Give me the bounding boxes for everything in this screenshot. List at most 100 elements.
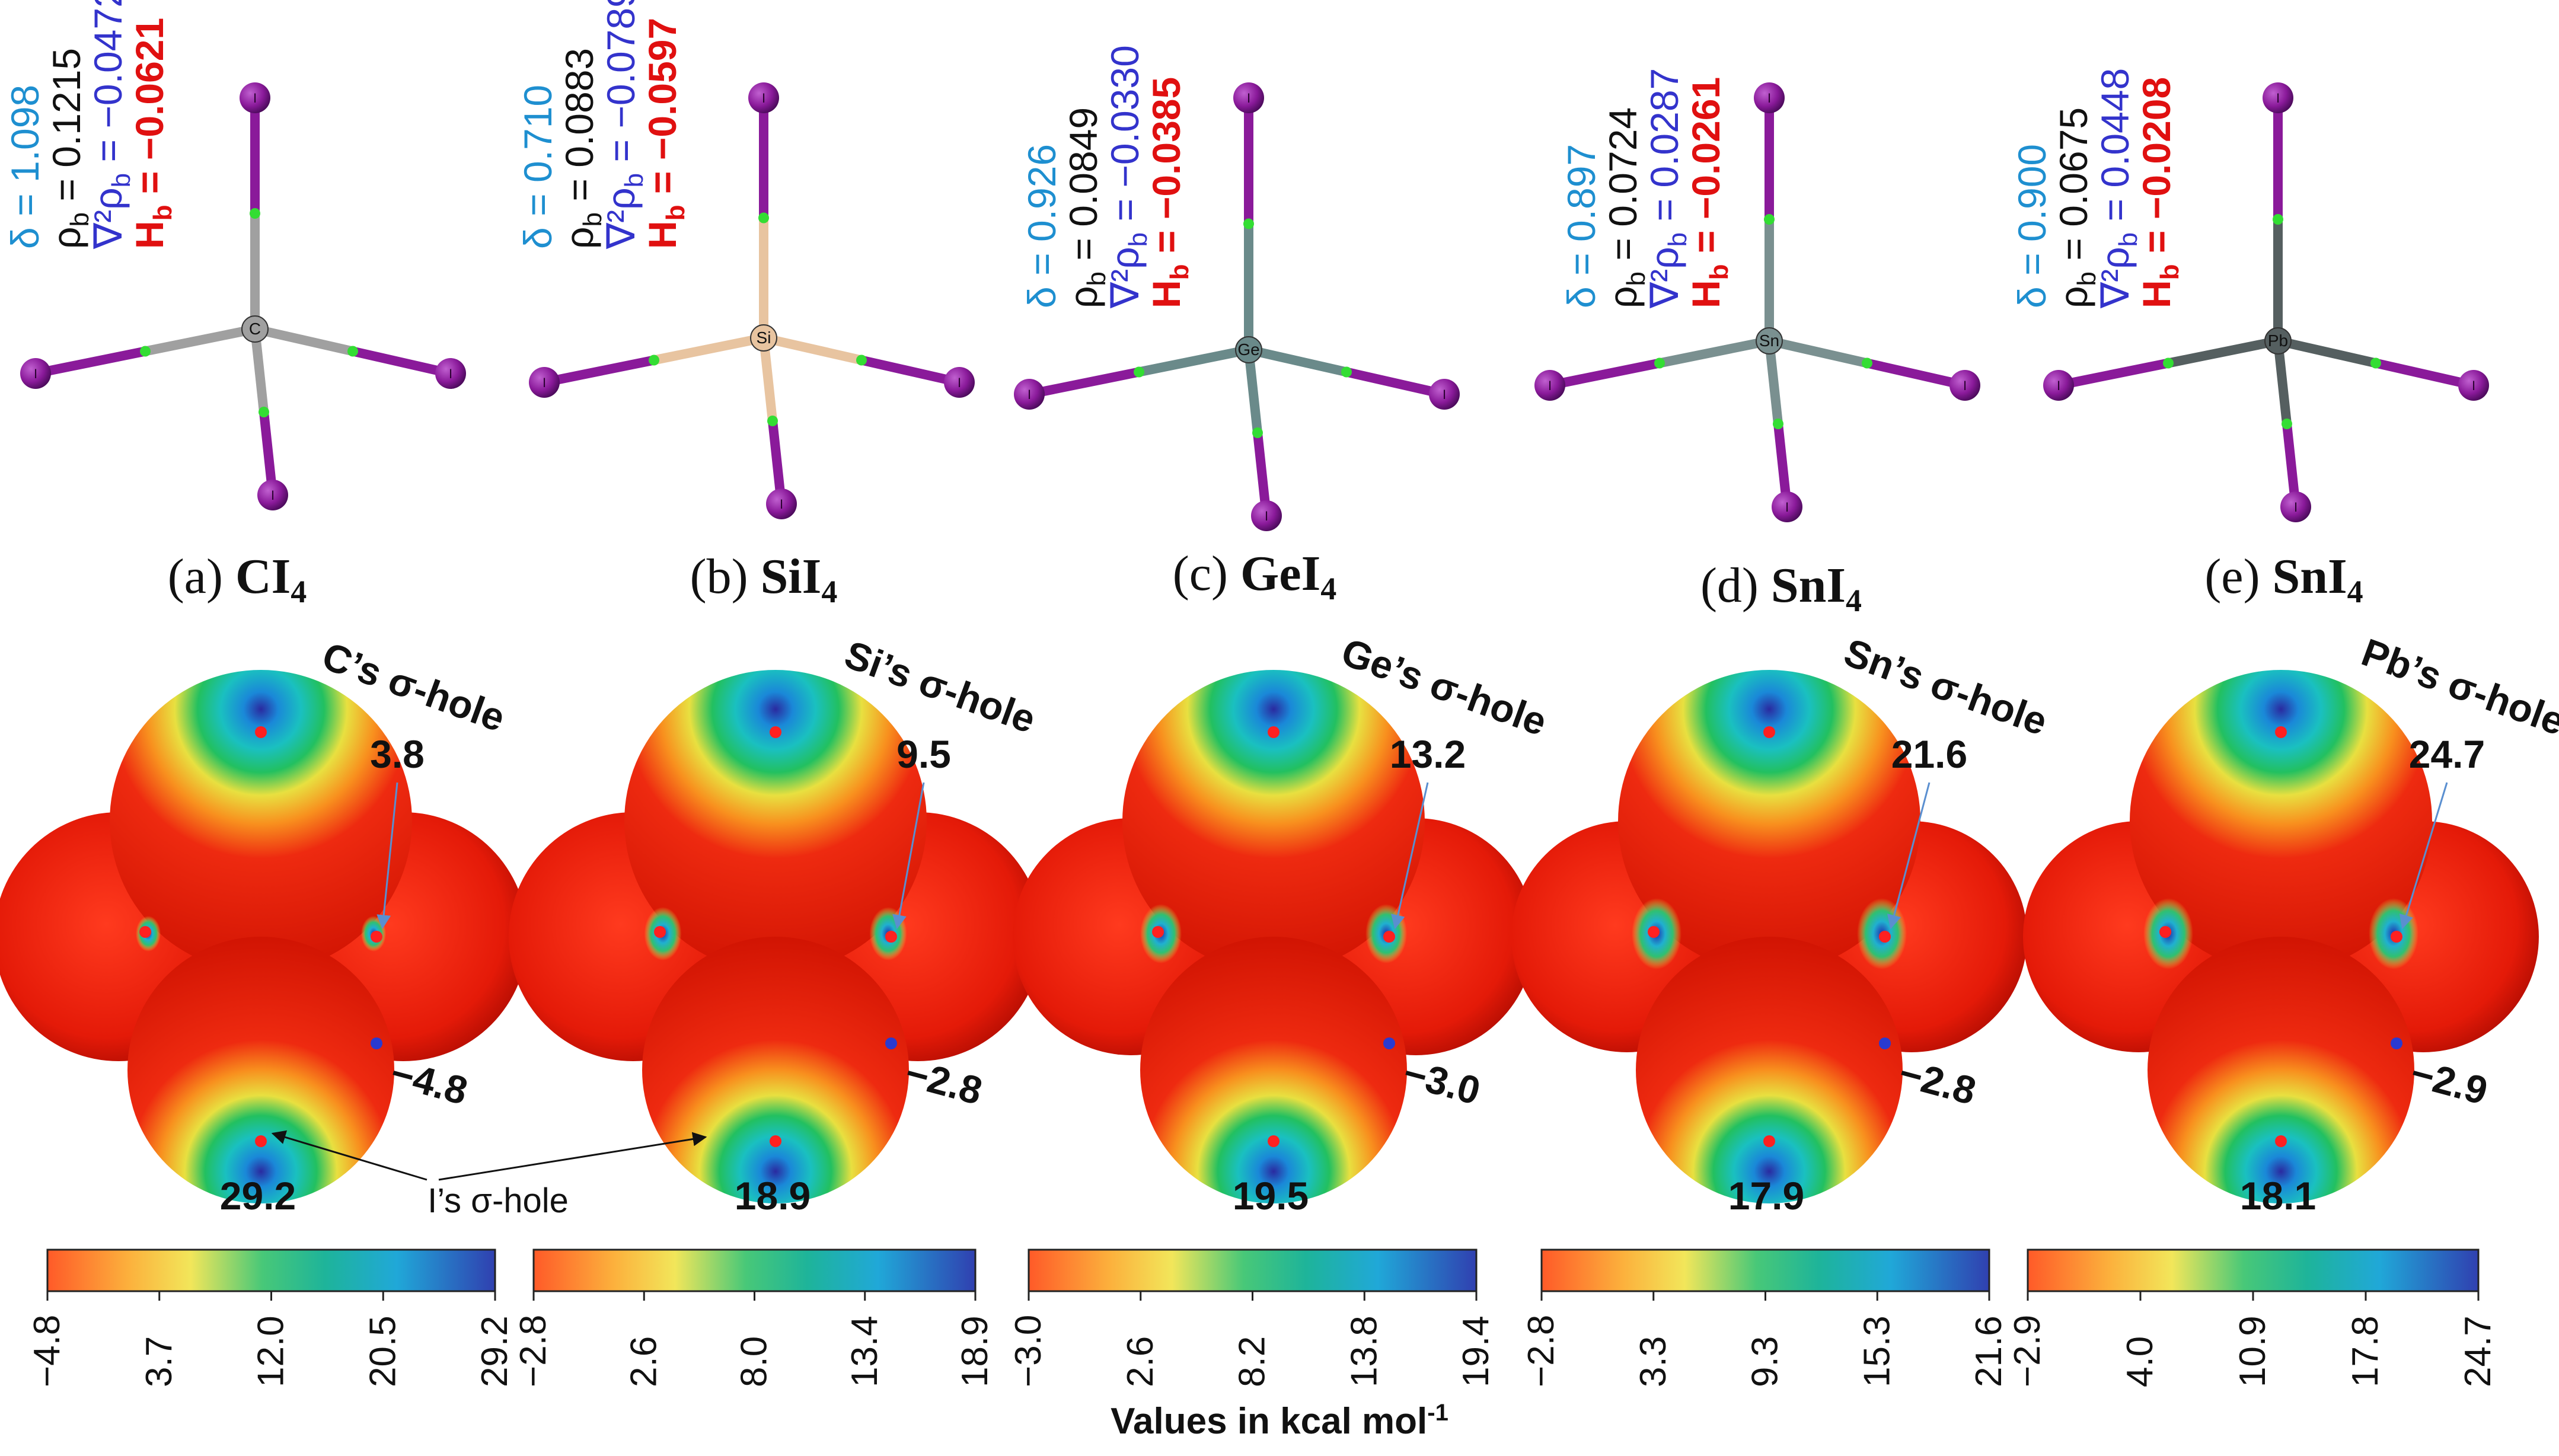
iodine-atom-label: I	[1785, 500, 1789, 515]
iodine-atom-label: I	[2472, 378, 2475, 393]
bond-critical-point	[2273, 214, 2283, 225]
bond-center-half	[1765, 336, 1872, 368]
sigma-hole-value: 9.5	[896, 732, 951, 776]
iodine-lobe-top	[1122, 670, 1425, 972]
center-atom	[1235, 336, 1262, 363]
iodine-atom-label: I	[1767, 91, 1771, 106]
sigma-hole-marker-right	[2391, 931, 2402, 943]
color-scale-bar	[532, 1249, 977, 1292]
scale-tick-label: 29.2	[474, 1315, 515, 1387]
h-value: Hb = −0.0621	[127, 18, 177, 249]
center-atom-label: Ge	[1237, 340, 1259, 359]
min-value: −3.0	[1399, 1051, 1485, 1113]
iodine-atom-label: I	[762, 91, 765, 106]
bond-center-half	[759, 333, 777, 426]
bond-critical-point	[2370, 357, 2381, 369]
arrow-to-ci4	[271, 1130, 427, 1181]
panel-caption: (b) SiI4	[690, 549, 838, 609]
rho-value: ρb = 0.1215	[44, 48, 94, 249]
iodine-atom	[1429, 379, 1460, 410]
bond-critical-point	[767, 416, 778, 426]
min-marker	[371, 1037, 382, 1049]
bond-iodine-half	[1862, 358, 1970, 390]
min-marker	[885, 1037, 897, 1049]
scale-tick-label: 2.6	[1120, 1336, 1161, 1387]
bottom-value: 18.9	[735, 1174, 811, 1218]
min-value: −2.9	[2406, 1051, 2492, 1113]
sigma-hole-marker-right	[885, 931, 897, 943]
iodine-atom	[2280, 491, 2311, 522]
scale-tick-label: 19.4	[1456, 1315, 1497, 1387]
max-marker-bottom	[1268, 1135, 1280, 1147]
iodine-atom-label: I	[449, 366, 452, 381]
sigma-hole-value: 24.7	[2409, 732, 2485, 776]
scale-tick-label: −2.8	[1521, 1315, 1562, 1387]
iodine-atom-label: I	[34, 366, 37, 381]
molecule-structure: I I I I Sn	[1534, 82, 1980, 522]
sigma-hole-arrow	[376, 782, 398, 930]
color-scale: −2.9 4.0 10.9 17.8 24.7	[2007, 1249, 2499, 1387]
bond-critical-point	[1773, 419, 1783, 429]
scale-tick-label: 4.0	[2120, 1336, 2161, 1387]
bond-iodine-half	[2371, 358, 2478, 390]
bond-critical-point	[1862, 357, 1872, 369]
rho-value: ρb = 0.0849	[1061, 107, 1111, 308]
iodine-atom-label: I	[1247, 91, 1250, 106]
center-atom	[241, 315, 269, 343]
iodine-lobe-bottom	[1140, 937, 1407, 1203]
bond-center-half	[250, 324, 358, 356]
center-atom-label: Sn	[1759, 331, 1779, 350]
iodine-atom	[1949, 370, 1980, 401]
arrow-to-sii4	[438, 1132, 707, 1181]
sigma-hole-value: 3.8	[370, 732, 425, 776]
scale-tick-label: 2.6	[623, 1336, 664, 1387]
bond-center-half	[1765, 336, 1783, 429]
delta-value: δ = 0.900	[2010, 144, 2054, 308]
scale-tick-label: 8.0	[734, 1336, 775, 1387]
iodine-atom-label: I	[253, 91, 257, 106]
scale-tick-label: 15.3	[1856, 1315, 1897, 1387]
rho-value: ρb = 0.0675	[2051, 107, 2101, 308]
bottom-value: 29.2	[220, 1174, 296, 1218]
bond-critical-point	[250, 208, 260, 219]
scale-tick-label: 3.3	[1633, 1336, 1674, 1387]
scale-tick-label: −2.8	[513, 1315, 554, 1387]
scale-tick-label: −4.8	[27, 1315, 68, 1387]
mep-surface	[0, 670, 528, 1203]
iodine-lobe-top	[2130, 670, 2432, 972]
delta-value: δ = 1.098	[3, 85, 47, 249]
iodine-atom	[1754, 82, 1785, 113]
iodine-atom-label: I	[543, 375, 546, 390]
iodine-lobe-bottom	[1636, 937, 1903, 1203]
iodine-lobe-bottom	[2148, 937, 2414, 1203]
sigma-hole-value: 21.6	[1891, 732, 1967, 776]
sigma-hole-arrow	[2399, 782, 2448, 930]
mep-surface	[1013, 670, 1534, 1203]
iodine-atom	[20, 358, 51, 389]
iodine-atom-label: I	[780, 497, 783, 512]
color-scale: −3.0 2.6 8.2 13.8 19.4	[1008, 1249, 1497, 1387]
max-marker-top	[255, 726, 267, 738]
sigma-hole-marker-left	[139, 926, 151, 938]
iodine-atom	[529, 367, 560, 398]
iodine-atom	[766, 488, 797, 519]
sigma-hole-marker-left	[1648, 926, 1660, 938]
bond-center-half	[1244, 345, 1262, 438]
h-value: Hb = −0.0261	[1684, 77, 1734, 308]
bond-iodine-half	[2054, 358, 2173, 390]
bond-critical-point	[1654, 357, 1665, 369]
iodine-atom-label: I	[2057, 378, 2060, 393]
bond-center-half	[1655, 336, 1774, 368]
iodine-atom	[2263, 82, 2293, 113]
iodine-atom	[944, 367, 975, 398]
iodine-atom-label: I	[1443, 387, 1446, 402]
molecule-structure: I I I I Pb	[2043, 82, 2489, 522]
min-marker	[2391, 1037, 2402, 1049]
iodine-atom	[1772, 491, 1802, 522]
bottom-value: 19.5	[1233, 1174, 1309, 1218]
scale-tick-label: 13.8	[1344, 1315, 1384, 1387]
iodine-atom	[1251, 500, 1282, 531]
bond-iodine-half	[31, 346, 150, 378]
